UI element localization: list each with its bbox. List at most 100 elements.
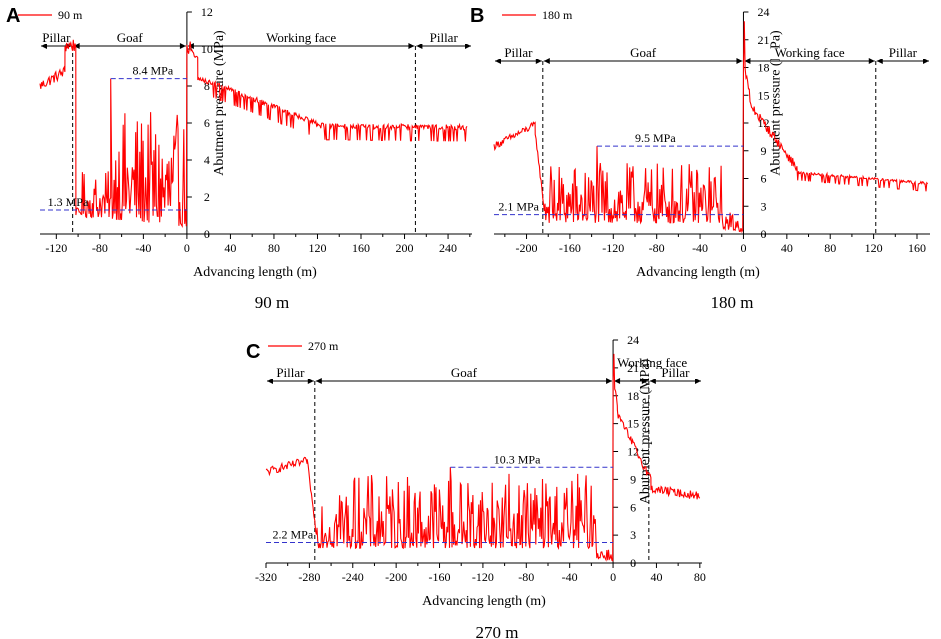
series-line <box>493 21 929 234</box>
legend-label: 90 m <box>58 8 83 22</box>
zone-label-bg <box>32 34 81 44</box>
y-tick-label: 2 <box>204 190 210 204</box>
y-tick-label: 9 <box>630 472 636 486</box>
zone-label: Working face <box>266 30 336 45</box>
x-tick-label: 200 <box>396 241 414 255</box>
x-tick-label: 160 <box>352 241 370 255</box>
y-tick-label: 18 <box>627 389 639 403</box>
legend-label: 180 m <box>542 8 573 22</box>
y-tick-label: 0 <box>630 556 636 570</box>
x-tick-label: 240 <box>439 241 457 255</box>
zone-label: Working face <box>617 355 687 370</box>
zone-label-bg <box>879 49 927 59</box>
panel-C: C 270 m -320 -280 -240 -200 -160 -120 -80 -40 0 40 8… <box>246 333 706 639</box>
x-tick-label: 40 <box>224 241 236 255</box>
zone-label: Pillar <box>276 365 305 380</box>
y-tick-label: 6 <box>630 500 636 514</box>
y-tick-label: 8 <box>204 79 210 93</box>
x-tick-label: -80 <box>92 241 108 255</box>
x-tick-label: 40 <box>650 570 662 584</box>
x-tick-label: -320 <box>255 570 277 584</box>
x-tick-label: 0 <box>184 241 190 255</box>
y-tick-label: 3 <box>630 528 636 542</box>
zones: Pillar Goaf Working face Pillar <box>32 30 471 49</box>
zone-label: Goaf <box>630 45 657 60</box>
x-tick-label: -120 <box>602 241 624 255</box>
y-tick-label: 9 <box>760 144 766 158</box>
zone-label: Goaf <box>451 365 478 380</box>
annotation-label: 10.3 MPa <box>494 452 541 466</box>
x-axis: -320 -280 -240 -200 -160 -120 -80 -40 0 40 80 Advan… <box>255 562 706 609</box>
x-axis-title: Advancing length (m) <box>636 265 760 280</box>
x-tick-label: -200 <box>516 241 538 255</box>
y-tick-label: 24 <box>757 5 769 19</box>
zone-label: Pillar <box>889 45 918 60</box>
annotation-label: 9.5 MPa <box>635 131 676 145</box>
x-tick-label: -160 <box>559 241 581 255</box>
zone-label-bg <box>625 49 661 59</box>
zone-label-bg <box>651 369 700 379</box>
x-tick-label: 80 <box>694 570 706 584</box>
x-tick-label: -40 <box>562 570 578 584</box>
x-axis-title: Advancing length (m) <box>422 594 546 609</box>
panel-letter: A <box>6 5 20 27</box>
y-tick-label: 4 <box>204 153 210 167</box>
panel-caption: 90 m <box>255 293 289 312</box>
y-tick-label: 6 <box>760 172 766 186</box>
x-tick-label: 160 <box>908 241 926 255</box>
zone-label-bg <box>112 34 147 44</box>
y-axis-title: Abutment pressure (MPa) <box>212 30 227 176</box>
x-tick-label: -80 <box>649 241 665 255</box>
x-axis: -200 -160 -120 -80 -40 0 40 80 120 160 Advancing l… <box>494 233 930 280</box>
x-tick-label: 80 <box>824 241 836 255</box>
zone-label-bg <box>419 34 468 44</box>
annotation-label: 8.4 MPa <box>132 64 173 78</box>
panel-B: B 180 m -200 -160 -120 -80 -40 0 40 80 120 160 Advan… <box>470 5 930 312</box>
x-tick-label: -40 <box>135 241 151 255</box>
x-tick-label: 120 <box>308 241 326 255</box>
zone-label: Working face <box>775 45 845 60</box>
legend-label: 270 m <box>308 339 339 353</box>
x-tick-label: 120 <box>865 241 883 255</box>
y-tick-label: 12 <box>201 5 213 19</box>
series-line <box>39 39 468 229</box>
zone-label-bg <box>766 49 854 59</box>
zone-label: Pillar <box>42 30 71 45</box>
panel-caption: 270 m <box>476 623 519 639</box>
y-tick-label: 15 <box>627 417 639 431</box>
x-axis: -120 -80 -40 0 40 80 120 160 200 240 Advancing len… <box>40 233 472 280</box>
zone-label-bg <box>257 34 345 44</box>
annotation-label: 2.2 MPa <box>273 528 314 542</box>
x-axis-title: Advancing length (m) <box>193 265 317 280</box>
y-tick-label: 6 <box>204 116 210 130</box>
legend: 90 m <box>18 8 83 22</box>
y-tick-label: 15 <box>757 88 769 102</box>
legend: 270 m <box>268 339 339 353</box>
zone-label-bg <box>494 49 543 59</box>
x-tick-label: -120 <box>472 570 494 584</box>
y-tick-label: 24 <box>627 333 639 347</box>
y-tick-label: 0 <box>760 227 766 241</box>
y-tick-label: 0 <box>204 227 210 241</box>
zone-label: Pillar <box>661 365 690 380</box>
x-tick-label: -160 <box>429 570 451 584</box>
x-tick-label: -240 <box>342 570 364 584</box>
y-tick-label: 18 <box>757 61 769 75</box>
x-tick-label: -280 <box>298 570 320 584</box>
annotation-label: 2.1 MPa <box>498 200 539 214</box>
panel-letter: C <box>246 341 260 363</box>
x-tick-label: 0 <box>610 570 616 584</box>
annotation-label: 1.3 MPa <box>48 195 89 209</box>
zone-label: Goaf <box>117 30 144 45</box>
x-tick-label: 0 <box>740 241 746 255</box>
x-tick-label: -40 <box>692 241 708 255</box>
y-tick-label: 21 <box>757 33 769 47</box>
panel-letter: B <box>470 5 484 27</box>
zone-label: Pillar <box>430 30 459 45</box>
zone-label-bg <box>266 369 315 379</box>
y-axis-title: Abutment pressure (MPa) <box>768 30 783 176</box>
